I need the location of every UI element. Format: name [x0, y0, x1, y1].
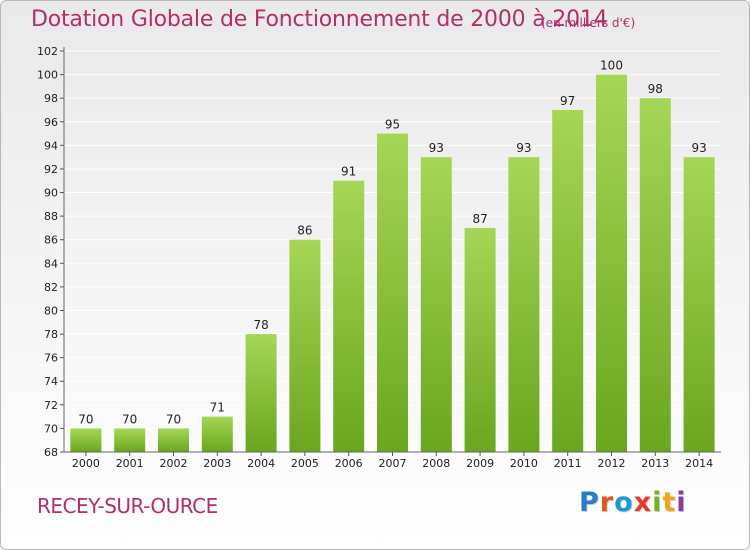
x-tick-label: 2002 [160, 457, 188, 470]
x-tick-label: 2004 [247, 457, 275, 470]
bar [552, 109, 584, 453]
bar [464, 227, 496, 452]
x-tick-label: 2005 [291, 457, 319, 470]
data-label: 87 [472, 212, 487, 226]
data-label: 70 [166, 412, 181, 426]
bar [377, 133, 408, 452]
bar [683, 157, 715, 452]
y-tick-label: 102 [37, 45, 58, 58]
logo-letter: i [676, 487, 687, 518]
bar [420, 157, 452, 452]
bar [596, 74, 627, 453]
y-tick-label: 70 [44, 422, 58, 435]
bar [245, 334, 277, 452]
data-label: 100 [600, 59, 623, 73]
logo-letter: x [633, 487, 653, 518]
data-label: 70 [122, 412, 137, 426]
data-label: 91 [341, 165, 356, 179]
logo-letter: r [599, 487, 615, 518]
data-label: 98 [648, 82, 663, 96]
y-tick-label: 100 [37, 69, 58, 82]
y-tick-label: 96 [44, 116, 58, 129]
data-label: 86 [297, 224, 312, 238]
bar [158, 428, 189, 452]
x-tick-label: 2009 [466, 457, 494, 470]
bar [70, 428, 102, 452]
logo-letter: t [662, 487, 677, 518]
y-tick-label: 78 [44, 328, 58, 341]
x-tick-label: 2013 [641, 457, 669, 470]
data-label: 71 [210, 401, 225, 415]
y-tick-label: 86 [44, 234, 58, 247]
y-tick-label: 68 [44, 446, 58, 459]
bar [201, 416, 233, 452]
y-tick-label: 76 [44, 352, 58, 365]
data-label: 70 [78, 412, 93, 426]
bar [289, 239, 321, 452]
logo-letter: P [579, 487, 600, 518]
x-tick-label: 2007 [379, 457, 407, 470]
bar [114, 428, 146, 452]
logo-letter: o [614, 487, 634, 518]
x-tick-label: 2011 [554, 457, 582, 470]
x-tick-label: 2010 [510, 457, 538, 470]
data-label: 95 [385, 118, 400, 132]
y-tick-label: 88 [44, 210, 58, 223]
data-label: 93 [516, 141, 531, 155]
y-tick-label: 98 [44, 92, 58, 105]
y-tick-label: 90 [44, 187, 58, 200]
place-name: RECEY-SUR-OURCE [37, 494, 218, 518]
bar [508, 157, 540, 452]
y-tick-label: 94 [44, 139, 58, 152]
chart-title: Dotation Globale de Fonctionnement de 20… [31, 7, 608, 32]
y-tick-label: 82 [44, 281, 58, 294]
x-tick-label: 2014 [685, 457, 713, 470]
data-label: 78 [253, 318, 268, 332]
logo-letter: i [652, 487, 663, 518]
y-tick-label: 74 [44, 375, 58, 388]
proxiti-logo: Proxiti [579, 487, 687, 518]
y-tick-label: 80 [44, 304, 58, 317]
bar [639, 98, 671, 453]
chart-unit-label: (en milliers d'€) [541, 16, 636, 30]
x-tick-label: 2001 [116, 457, 144, 470]
x-tick-label: 2000 [72, 457, 100, 470]
x-tick-label: 2006 [335, 457, 363, 470]
x-tick-label: 2003 [203, 457, 231, 470]
y-tick-label: 84 [44, 257, 58, 270]
x-tick-label: 2012 [598, 457, 626, 470]
bar [333, 180, 365, 452]
y-tick-label: 92 [44, 163, 58, 176]
y-tick-label: 72 [44, 399, 58, 412]
data-label: 97 [560, 94, 575, 108]
data-label: 93 [691, 141, 706, 155]
x-tick-label: 2008 [422, 457, 450, 470]
data-label: 93 [429, 141, 444, 155]
